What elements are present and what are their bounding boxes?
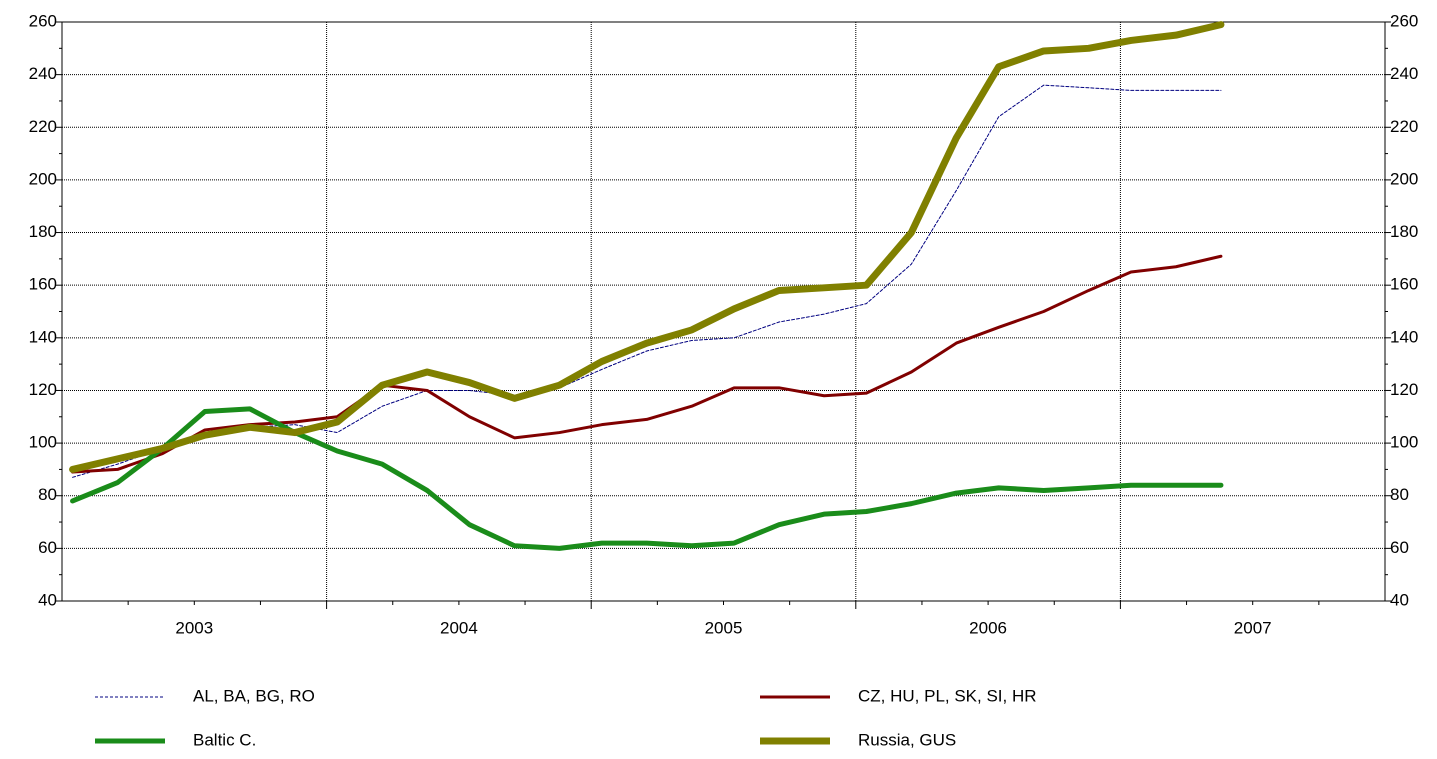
legend-label: Baltic C.	[193, 730, 256, 749]
plot-frame	[61, 21, 1386, 602]
x-tick-label: 2005	[705, 618, 743, 637]
series-line	[70, 406, 1224, 551]
x-tick-label: 2006	[969, 618, 1007, 637]
y2-tick-label: 220	[1390, 117, 1418, 136]
y2-tick-label: 80	[1390, 485, 1409, 504]
series-line	[69, 21, 1225, 473]
y-tick-label: 60	[38, 538, 57, 557]
legend-label: CZ, HU, PL, SK, SI, HR	[858, 686, 1037, 705]
y2-tick-label: 160	[1390, 275, 1418, 294]
y-tick-label: 240	[29, 64, 57, 83]
y-tick-label: 140	[29, 327, 57, 346]
x-tick-label: 2007	[1234, 618, 1272, 637]
y2-tick-label: 200	[1390, 169, 1418, 188]
y2-tick-label: 120	[1390, 380, 1418, 399]
y-tick-label: 40	[38, 590, 57, 609]
y2-tick-label: 260	[1390, 11, 1418, 30]
y-tick-label: 220	[29, 117, 57, 136]
y2-tick-label: 180	[1390, 222, 1418, 241]
x-tick-label: 2003	[175, 618, 213, 637]
y2-tick-label: 240	[1390, 64, 1418, 83]
y2-tick-label: 140	[1390, 327, 1418, 346]
y-tick-label: 120	[29, 380, 57, 399]
series-line	[71, 254, 1223, 474]
legend-label: Russia, GUS	[858, 730, 956, 749]
y2-tick-label: 40	[1390, 590, 1409, 609]
y-tick-label: 260	[29, 11, 57, 30]
y2-tick-label: 60	[1390, 538, 1409, 557]
legend-label: AL, BA, BG, RO	[193, 686, 315, 705]
y2-tick-label: 100	[1390, 433, 1418, 452]
y-tick-label: 80	[38, 485, 57, 504]
x-tick-label: 2004	[440, 618, 478, 637]
y-tick-label: 180	[29, 222, 57, 241]
y-tick-label: 200	[29, 169, 57, 188]
y-tick-label: 100	[29, 433, 57, 452]
y-tick-label: 160	[29, 275, 57, 294]
